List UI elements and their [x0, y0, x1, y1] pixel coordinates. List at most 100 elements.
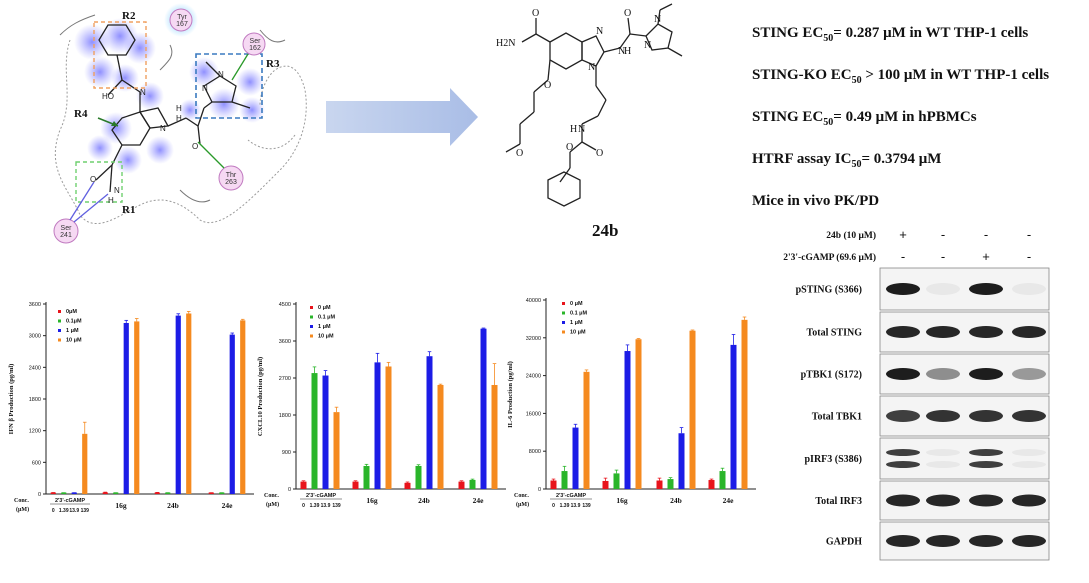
legend-label: 1 μM [570, 320, 583, 326]
bar [635, 339, 642, 489]
phenyl-ring [98, 24, 136, 56]
y-tick-label: 1200 [29, 429, 41, 435]
bar [458, 481, 465, 489]
bar [667, 479, 674, 489]
bar [175, 315, 181, 494]
group-label: 2'3'-cGAMP [306, 493, 336, 499]
pyrazole-ring [203, 75, 237, 103]
bar [426, 356, 433, 489]
docking-diagram [53, 3, 307, 244]
treatment-mark: - [1027, 227, 1031, 242]
treatment-mark: - [941, 249, 945, 264]
property-line: STING EC50= 0.287 μM in WT THP-1 cells [752, 25, 1029, 44]
atom-o2-label: O [90, 175, 97, 184]
transition-arrow [326, 88, 478, 146]
y-tick-label: 3000 [29, 334, 41, 340]
conc-tick-label: 13.9 [69, 508, 79, 514]
property-line: STING-KO EC50 > 100 μM in WT THP-1 cells [752, 67, 1050, 86]
conc-tick-label: 13.9 [321, 503, 331, 509]
pocket-lines [59, 14, 286, 203]
western-blot: 24b (10 μM) + - - - 2'3'-cGAMP (69.6 μM) - - + - p… [783, 227, 1050, 561]
group-label: 24b [167, 501, 179, 510]
atom-label: H2N [496, 38, 515, 49]
bar [561, 471, 568, 489]
group-label: 24e [473, 496, 485, 505]
atom-n4-label: N [202, 84, 208, 93]
bar [311, 373, 318, 489]
bar [229, 334, 235, 494]
conc-tick-label: 1.39 [560, 503, 570, 509]
treatment-mark: + [982, 249, 990, 264]
bar [415, 465, 422, 489]
atom-label: N [618, 46, 625, 57]
il6-chart: 0 8000 16000 24000 32000 40000 IL-6 Production… [507, 298, 756, 509]
ifnb-chart: 0 600 1200 1800 2400 3000 3600 IFN β Production… [8, 302, 254, 514]
blot-band [926, 449, 960, 456]
y-tick-label: 3600 [279, 339, 291, 345]
bar [154, 492, 160, 494]
blot-band [1012, 283, 1046, 295]
group-label: 2'3'-cGAMP [55, 498, 85, 504]
blot-band [969, 368, 1003, 380]
blot-band [1012, 326, 1046, 338]
r1-box [75, 161, 123, 203]
r2-label: R2 [122, 10, 136, 22]
blot-band [886, 449, 920, 456]
atom-label: O [624, 8, 631, 19]
conc-label: (μM) [16, 506, 29, 513]
blot-band [969, 326, 1003, 338]
bar [437, 384, 444, 489]
blot-band [969, 461, 1003, 468]
atom-n5-label: N [218, 70, 224, 79]
y-tick-label: 1800 [279, 413, 291, 419]
bar [689, 330, 696, 489]
bar [708, 480, 715, 489]
blot-band [969, 283, 1003, 295]
y-tick-label: 8000 [529, 449, 541, 455]
residue-ser241 [53, 218, 79, 244]
blot-label: Total STING [807, 328, 863, 339]
blot-band [1012, 449, 1046, 456]
y-axis-label: CXCL10 Production (pg/ml) [257, 357, 264, 436]
r3-box [195, 53, 263, 119]
legend-label: 0 μM [570, 301, 583, 307]
pocket-contour [54, 39, 307, 225]
conc-tick-label: 1.39 [59, 508, 69, 514]
y-tick-label: 1800 [29, 397, 41, 403]
blot-band [926, 535, 960, 547]
bar [300, 481, 307, 489]
bar [61, 492, 67, 494]
blot-band [969, 449, 1003, 456]
atom-label: O [566, 142, 573, 153]
blot-label: Total TBK1 [812, 412, 862, 423]
y-tick-label: 0 [38, 492, 41, 498]
legend-label: 0μM [66, 309, 77, 315]
bar [102, 492, 108, 494]
blot-band [886, 410, 920, 422]
conc-tick-label: 1.39 [310, 503, 320, 509]
blot-label: Total IRF3 [815, 496, 862, 507]
group-label: 24b [418, 496, 430, 505]
residue-ser241-label: Ser 241 [60, 225, 72, 239]
bar [240, 320, 246, 494]
atom-label: N [578, 124, 585, 135]
atom-label: O [516, 148, 523, 159]
atom-h3-label: H [108, 196, 114, 205]
bar [613, 473, 620, 489]
compound-24b-structure [505, 3, 683, 207]
bar [219, 492, 225, 494]
group-label: 16g [366, 496, 378, 505]
bar [404, 482, 411, 489]
conc-tick-label: 0 [52, 508, 55, 514]
atom-h2-label: H [176, 114, 182, 123]
conc-label: Conc. [14, 498, 29, 504]
conc-label: Conc. [264, 493, 279, 499]
blot-panel [879, 437, 1050, 480]
bar [730, 344, 737, 489]
bar [71, 492, 77, 494]
atom-label: N [654, 14, 661, 25]
bar [374, 362, 381, 489]
legend-swatch [58, 338, 61, 342]
r2-box [93, 21, 147, 89]
r4-label: R4 [74, 108, 88, 120]
